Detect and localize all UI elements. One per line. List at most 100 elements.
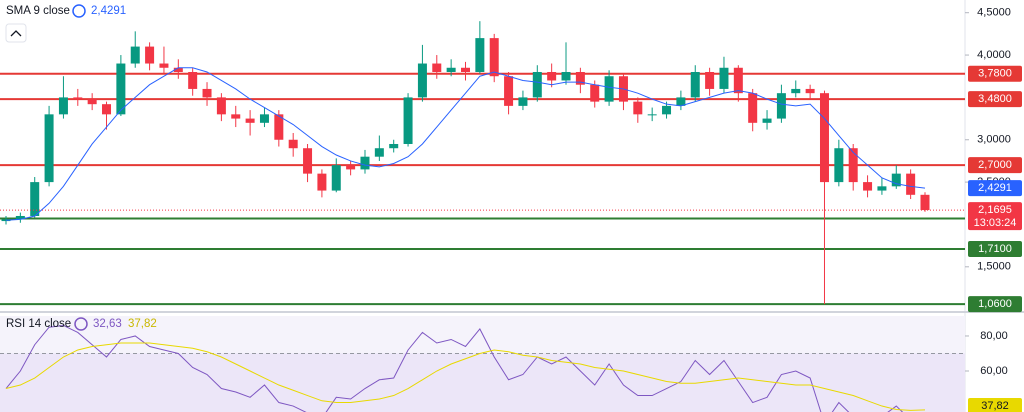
candle-body xyxy=(475,38,485,72)
collapse-button[interactable] xyxy=(5,23,27,43)
candle-body xyxy=(403,97,413,144)
last-price-label: 2,1695 xyxy=(978,204,1012,216)
y-tick-label: 4,5000 xyxy=(977,7,1011,19)
candle-body xyxy=(259,114,269,123)
candle-body xyxy=(863,182,873,191)
sma-title: SMA 9 close xyxy=(6,5,70,17)
axis: 4,50004,00003,00002,50001,50003,78003,48… xyxy=(965,7,1022,412)
rsi-ma-tag-label: 37,82 xyxy=(981,400,1009,412)
rsi-value: 32,63 xyxy=(93,318,122,330)
candle-body xyxy=(202,88,212,98)
candle-body xyxy=(776,93,786,119)
candle-body xyxy=(590,84,600,102)
candle-body xyxy=(920,194,930,211)
candle-body xyxy=(504,76,514,106)
sma-line xyxy=(5,67,926,221)
candle-body xyxy=(188,71,198,89)
candle-body xyxy=(676,97,686,106)
last-price-tag xyxy=(968,202,1022,231)
y-tick-label: 60,00 xyxy=(980,365,1008,377)
candle-body xyxy=(245,118,255,123)
candle-body xyxy=(432,63,442,72)
candle-body xyxy=(489,38,499,77)
rsi-line xyxy=(5,342,926,411)
candle-body xyxy=(15,215,25,220)
candle-body xyxy=(662,105,672,115)
candle-body xyxy=(116,63,126,115)
rsi-ma-tag xyxy=(968,398,1022,412)
candle-body xyxy=(360,156,370,170)
candle-body xyxy=(547,71,557,81)
candle-body xyxy=(748,93,758,123)
rsi-ma-value: 37,82 xyxy=(128,318,157,330)
candle-body xyxy=(461,67,470,72)
level-label: 1,7100 xyxy=(978,243,1012,255)
candle-body xyxy=(604,76,614,102)
sma-tag-label: 2,4291 xyxy=(978,182,1012,194)
candle-body xyxy=(317,173,327,191)
candle-body xyxy=(575,71,585,85)
level-label: 1,0600 xyxy=(978,298,1012,310)
candle-body xyxy=(346,165,356,170)
y-tick-label: 1,5000 xyxy=(977,261,1011,273)
level-tag xyxy=(968,296,1022,313)
candle-body xyxy=(87,99,97,105)
candle-body xyxy=(73,97,83,100)
sma-icon xyxy=(72,4,86,18)
candle-body xyxy=(819,93,829,183)
rsi-band xyxy=(0,353,965,412)
countdown: 13:03:24 xyxy=(974,217,1017,229)
rsi-title: RSI 14 close xyxy=(6,318,71,330)
rsi-pane xyxy=(0,316,965,412)
candle-body xyxy=(216,97,226,115)
candle-body xyxy=(532,71,542,98)
candle-body xyxy=(733,67,743,94)
candle-body xyxy=(848,148,858,183)
candle-body xyxy=(791,88,801,94)
candle-body xyxy=(518,97,528,106)
collapse-icon xyxy=(10,30,22,37)
level-label: 3,7800 xyxy=(978,68,1012,80)
candle-body xyxy=(561,71,571,81)
level-tag xyxy=(968,91,1022,108)
candle-body xyxy=(417,63,427,98)
candle-body xyxy=(159,63,169,68)
level-label: 3,4800 xyxy=(978,93,1012,105)
candle-body xyxy=(274,114,284,140)
price-pane xyxy=(0,21,965,306)
candle-body xyxy=(130,46,140,64)
rsi-icon xyxy=(74,317,88,331)
candle-body xyxy=(719,67,729,89)
y-tick-label: 80,00 xyxy=(980,330,1008,342)
candle-body xyxy=(44,114,54,183)
candle-body xyxy=(446,67,456,72)
level-tag xyxy=(968,241,1022,258)
candle-body xyxy=(374,148,384,157)
candle-body xyxy=(389,143,399,149)
y-tick-label: 3,0000 xyxy=(977,134,1011,146)
candle-body xyxy=(647,114,657,116)
candle-body xyxy=(834,148,844,183)
candle-body xyxy=(705,71,715,89)
y-tick-label: 4,0000 xyxy=(977,49,1011,61)
candle-body xyxy=(331,165,341,191)
candle-body xyxy=(805,88,815,94)
level-label: 2,7000 xyxy=(978,159,1012,171)
candle-body xyxy=(906,173,916,195)
candle-body xyxy=(877,186,887,191)
sma-tag xyxy=(968,180,1022,197)
candle-body xyxy=(762,118,772,123)
rsi-line xyxy=(5,324,904,412)
level-tag xyxy=(968,157,1022,174)
candle-body xyxy=(173,67,183,72)
level-tag xyxy=(968,65,1022,82)
candle-body xyxy=(303,148,313,174)
candle-body xyxy=(30,182,40,216)
candle-body xyxy=(58,97,68,115)
candle-body xyxy=(145,46,155,64)
sma-value: 2,4291 xyxy=(91,5,126,17)
candle-body xyxy=(633,101,643,115)
candle-body xyxy=(102,104,112,115)
candle-body xyxy=(231,114,241,119)
